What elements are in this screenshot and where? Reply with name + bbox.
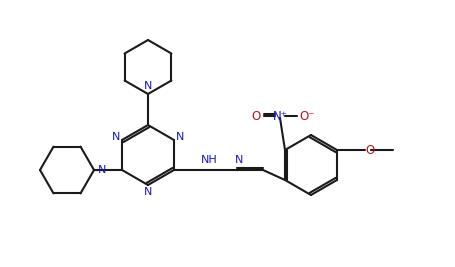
Text: O: O [364,143,374,156]
Text: N: N [111,132,120,142]
Text: N: N [143,81,152,91]
Text: N: N [143,187,152,197]
Text: N: N [98,165,106,175]
Text: O: O [251,109,260,123]
Text: N: N [234,155,243,165]
Text: N⁺: N⁺ [272,109,287,123]
Text: O⁻: O⁻ [298,109,314,123]
Text: NH: NH [200,155,217,165]
Text: N: N [176,132,184,142]
